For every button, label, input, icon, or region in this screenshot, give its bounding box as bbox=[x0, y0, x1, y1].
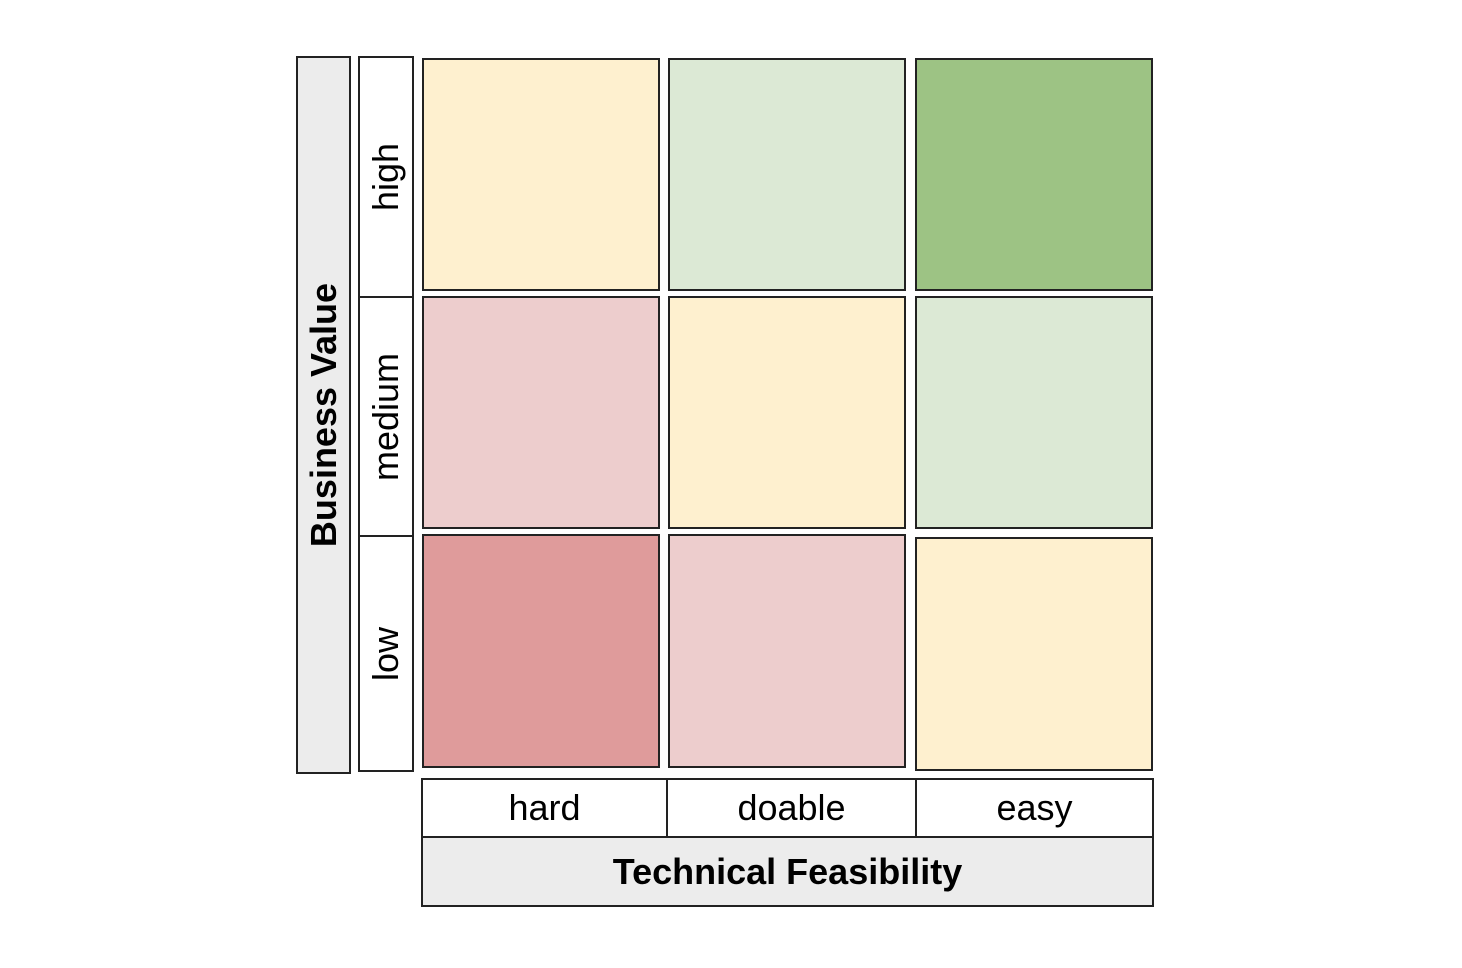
cell-low-doable bbox=[668, 534, 906, 768]
col-label-hard: hard bbox=[423, 780, 666, 836]
row-label-low: low bbox=[360, 535, 412, 770]
col-label-text: easy bbox=[996, 787, 1073, 828]
y-axis-title-box: Business Value bbox=[296, 56, 351, 774]
row-label-medium: medium bbox=[360, 296, 412, 535]
x-axis-title-box: Technical Feasibility bbox=[421, 836, 1154, 907]
col-label-text: doable bbox=[737, 787, 846, 828]
cell-high-easy bbox=[915, 58, 1153, 291]
row-label-text: low bbox=[365, 626, 406, 681]
x-axis-levels: hard doable easy bbox=[421, 778, 1154, 838]
cell-high-doable bbox=[668, 58, 906, 291]
cell-medium-easy bbox=[915, 296, 1153, 529]
col-label-doable: doable bbox=[666, 780, 915, 836]
x-axis-title: Technical Feasibility bbox=[612, 850, 963, 892]
cell-high-hard bbox=[422, 58, 660, 291]
row-label-text: high bbox=[365, 142, 406, 212]
cell-low-easy bbox=[915, 537, 1153, 771]
col-label-text: hard bbox=[508, 787, 581, 828]
cell-medium-hard bbox=[422, 296, 660, 529]
y-axis-title: Business Value bbox=[302, 282, 344, 548]
row-label-text: medium bbox=[365, 352, 406, 481]
row-label-high: high bbox=[360, 58, 412, 296]
cell-medium-doable bbox=[668, 296, 906, 529]
cell-low-hard bbox=[422, 534, 660, 768]
col-label-easy: easy bbox=[915, 780, 1152, 836]
y-axis-levels: high medium low bbox=[358, 56, 414, 772]
